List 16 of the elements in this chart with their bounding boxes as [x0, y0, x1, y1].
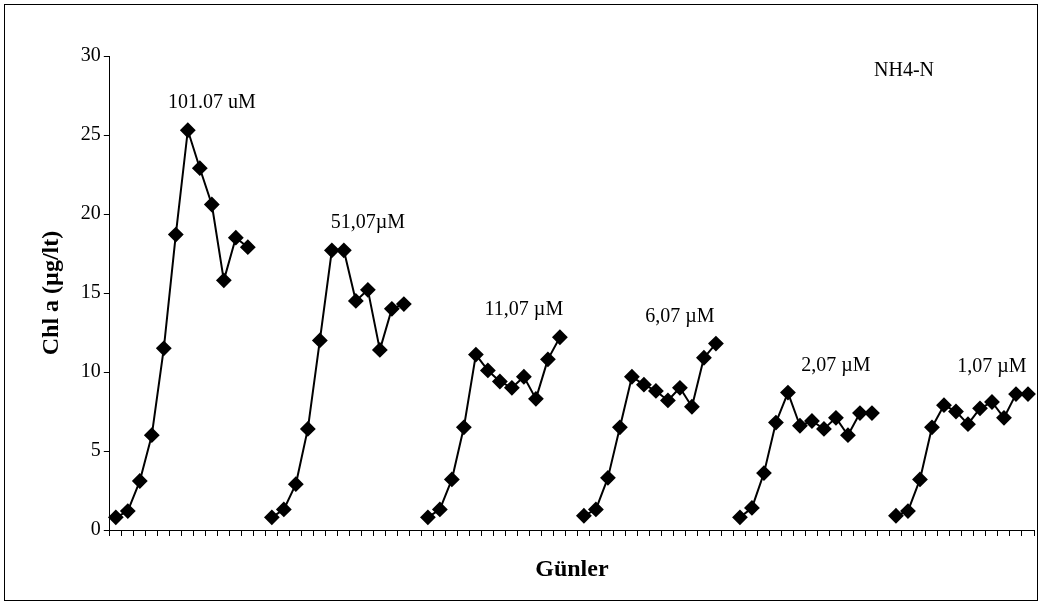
annotation: 101.07 uM: [167, 90, 256, 113]
y-tick-label: 5: [90, 438, 101, 461]
annotation: 1,07 µM: [957, 354, 1027, 378]
chart-title: NH4-N: [874, 58, 934, 80]
y-tick-label: 10: [80, 359, 101, 382]
y-tick-label: 15: [80, 280, 101, 303]
annotation: 6,07 µM: [645, 303, 715, 327]
y-tick-label: 0: [90, 517, 101, 540]
y-tick-label: 20: [80, 201, 101, 224]
y-tick-label: 25: [80, 122, 101, 145]
annotation: 2,07 µM: [801, 352, 871, 376]
y-axis-title: Chl a (µg/lt): [36, 230, 63, 356]
annotation: 51,07µM: [330, 210, 406, 234]
annotation: 11,07 µM: [484, 297, 564, 321]
y-tick-label: 30: [80, 43, 101, 66]
x-axis-title: Günler: [535, 554, 609, 581]
